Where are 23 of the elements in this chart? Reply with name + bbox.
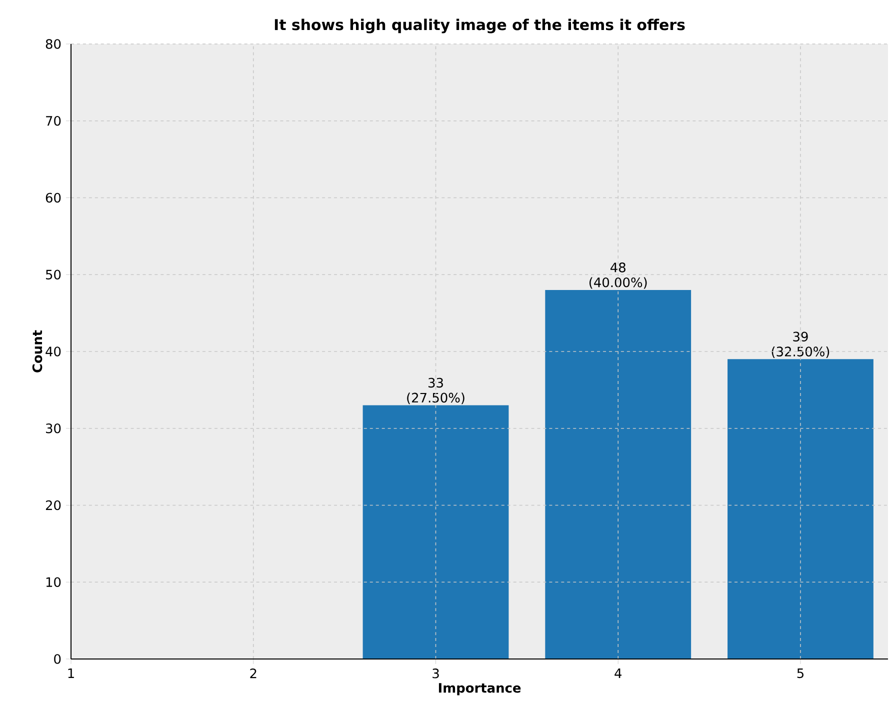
chart-title: It shows high quality image of the items it offers: [274, 18, 685, 34]
x-tick-label: 4: [614, 668, 622, 678]
bar: [362, 405, 509, 659]
y-tick-label: 80: [46, 39, 61, 49]
data-label: 39 (32.50%): [772, 332, 830, 358]
bar: [545, 290, 692, 659]
bar: [728, 359, 874, 659]
y-tick-label: 70: [46, 116, 61, 126]
data-label: 48 (40.00%): [589, 262, 647, 289]
y-tick-label: 0: [54, 654, 61, 664]
y-tick-label: 10: [46, 577, 61, 588]
y-tick-label: 20: [46, 500, 61, 510]
y-tick-label: 30: [46, 423, 61, 434]
x-tick-label: 2: [250, 668, 256, 678]
y-tick-label: 50: [46, 270, 61, 280]
x-tick-label: 5: [797, 668, 804, 678]
y-tick-label: 40: [46, 346, 61, 356]
data-label: 33 (27.50%): [407, 378, 464, 404]
x-axis-title: Importance: [438, 683, 521, 696]
y-axis-title: Count: [32, 330, 42, 372]
y-tick-label: 60: [46, 192, 61, 203]
x-tick-label: 3: [432, 668, 439, 678]
x-tick-label: 1: [68, 668, 74, 678]
